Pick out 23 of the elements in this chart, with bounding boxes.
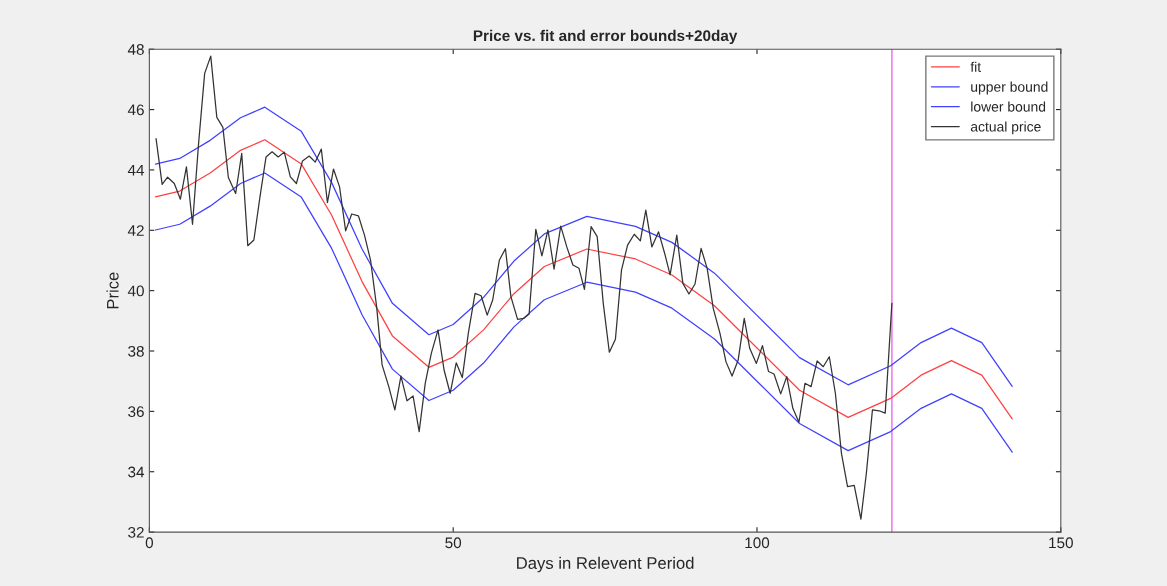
y-tick-label: 36 bbox=[128, 406, 144, 418]
legend-label: lower bound bbox=[971, 101, 1046, 112]
y-tick-label: 38 bbox=[128, 345, 144, 357]
y-tick-label: 32 bbox=[128, 526, 144, 538]
y-tick-label: 46 bbox=[127, 104, 144, 116]
x-tick-label: 0 bbox=[145, 537, 154, 549]
x-tick-label: 150 bbox=[1049, 537, 1073, 549]
legend-label: fit bbox=[970, 61, 982, 72]
line-series bbox=[154, 172, 1013, 453]
legend-label: actual price bbox=[970, 121, 1041, 135]
y-tick-label: 42 bbox=[127, 225, 144, 236]
chart-title: Price vs. fit and error bounds+20day bbox=[473, 29, 738, 45]
y-axis-title: Price bbox=[106, 272, 119, 309]
legend-label: upper bound bbox=[971, 81, 1048, 95]
y-tick-label: 44 bbox=[127, 164, 145, 176]
x-tick-label: 50 bbox=[445, 537, 462, 549]
y-tick-label: 34 bbox=[128, 466, 145, 478]
y-tick-label: 40 bbox=[127, 285, 144, 297]
line-series bbox=[154, 139, 1013, 420]
x-tick-label: 100 bbox=[745, 537, 770, 549]
x-axis-title: Days in Relevent Period bbox=[517, 556, 694, 573]
y-tick-label: 48 bbox=[127, 44, 144, 55]
line-series bbox=[155, 55, 893, 520]
